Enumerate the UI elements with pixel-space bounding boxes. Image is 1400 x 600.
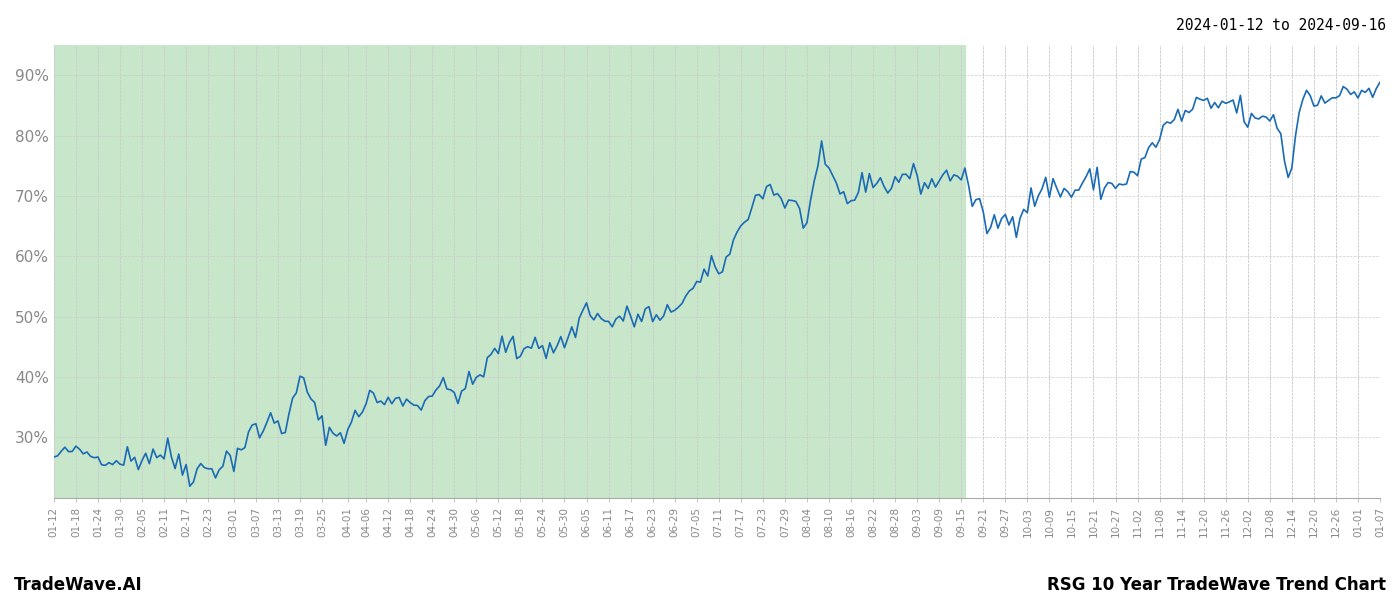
Text: 2024-01-12 to 2024-09-16: 2024-01-12 to 2024-09-16 xyxy=(1176,18,1386,33)
Text: RSG 10 Year TradeWave Trend Chart: RSG 10 Year TradeWave Trend Chart xyxy=(1047,576,1386,594)
Bar xyxy=(53,45,965,498)
Text: TradeWave.AI: TradeWave.AI xyxy=(14,576,143,594)
